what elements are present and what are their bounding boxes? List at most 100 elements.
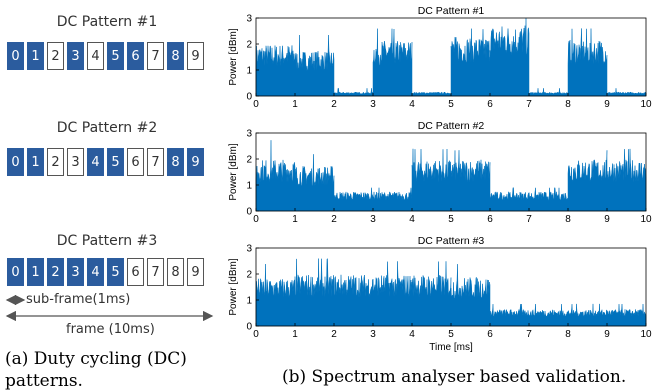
x-tick-label: 4 [409,214,415,225]
x-tick-label: 3 [370,214,376,225]
x-tick-label: 5 [448,99,454,110]
x-tick-label: 9 [604,329,610,340]
signal-segment-8 [567,150,608,212]
signal-segment-1 [294,34,335,97]
subframe-cell-3: 3 [67,42,84,70]
x-tick-label: 8 [565,99,571,110]
signal-segment-9 [606,148,647,212]
frame-label: frame (10ms) [66,322,155,337]
y-tick-label: 2 [246,40,252,51]
y-tick-label: 1 [246,181,252,192]
x-tick-label: 2 [331,329,337,340]
x-tick-label: 0 [253,214,259,225]
subframe-cell-4: 4 [87,42,104,70]
subframe-cell-8: 8 [167,148,184,176]
signal-segment-4 [411,261,452,327]
subframe-label: sub-frame(1ms) [26,292,131,307]
subframe-cell-9: 9 [187,42,204,70]
x-tick-label: 6 [487,329,493,340]
x-tick-label: 8 [565,329,571,340]
y-axis-label: Power [dBm] [228,258,239,315]
signal-trace [255,18,647,97]
x-tick-label: 0 [253,329,259,340]
signal-segment-5 [450,264,491,327]
x-tick-label: 10 [640,214,652,225]
y-tick-label: 0 [246,322,252,333]
subframe-cell-7: 7 [147,42,164,70]
y-tick-label: 3 [246,129,252,140]
signal-segment-0 [255,140,296,212]
signal-segment-6 [489,303,530,327]
signal-segment-9 [606,88,647,97]
subframe-cell-5: 5 [107,42,124,70]
x-tick-label: 1 [292,329,298,340]
caption-a: (a) Duty cycling (DC) patterns. [5,349,187,391]
subframe-cell-1: 1 [27,258,44,286]
signal-segment-7 [528,88,569,97]
plot-title: DC Pattern #3 [418,235,485,247]
subframe-cell-8: 8 [167,258,184,286]
signal-segment-9 [606,303,647,327]
subframe-cell-6: 6 [127,148,144,176]
x-tick-label: 0 [253,99,259,110]
x-tick-label: 3 [370,329,376,340]
signal-segment-8 [567,303,608,327]
x-tick-label: 4 [409,99,415,110]
x-tick-label: 7 [526,329,532,340]
x-tick-label: 2 [331,99,337,110]
plot-2: DC Pattern #2 0 1 2 3 4 5 6 7 8 9 10 0 1 2 3 Power [dBm] [228,120,652,225]
signal-segment-2 [333,87,374,97]
signal-segment-7 [528,187,569,212]
pattern-1-title: DC Pattern #1 [56,14,158,30]
y-tick-label: 2 [246,270,252,281]
y-tick-label: 1 [246,296,252,307]
signal-trace [255,140,647,212]
subframe-cell-6: 6 [127,42,144,70]
y-tick-label: 0 [246,207,252,218]
signal-segment-5 [450,28,491,97]
x-tick-label: 9 [604,99,610,110]
subframe-cell-9: 9 [187,258,204,286]
y-tick-label: 3 [246,244,252,255]
caption-b: (b) Spectrum analyser based validation. [282,367,627,387]
x-tick-label: 3 [370,99,376,110]
subframe-cell-4: 4 [87,148,104,176]
subframe-cell-1: 1 [27,42,44,70]
x-tick-label: 1 [292,99,298,110]
signal-segment-5 [450,150,491,212]
x-tick-label: 9 [604,214,610,225]
x-tick-label: 8 [565,214,571,225]
pattern-2-title: DC Pattern #2 [56,120,158,136]
plot-1: DC Pattern #1 0 1 2 3 4 5 6 7 8 9 10 0 1 2 3 Power [dBm] [228,5,652,110]
signal-segment-3 [372,187,413,212]
frame-annotation-arrows [5,294,214,322]
x-tick-label: 5 [448,214,454,225]
signal-segment-1 [294,154,335,212]
y-tick-label: 2 [246,155,252,166]
subframe-cell-0: 0 [7,148,24,176]
x-tick-label: 10 [640,329,652,340]
pattern-3-title: DC Pattern #3 [56,233,158,249]
subframe-cell-6: 6 [127,258,144,286]
x-tick-label: 4 [409,329,415,340]
x-axis-label: Time [ms] [429,342,473,353]
signal-segment-2 [333,187,374,212]
signal-segment-8 [567,28,608,97]
x-tick-label: 6 [487,214,493,225]
subframe-cell-8: 8 [167,42,184,70]
signal-segment-6 [489,18,530,97]
x-tick-label: 10 [640,99,652,110]
signal-segment-0 [255,263,296,327]
subframe-cell-4: 4 [87,258,104,286]
subframe-cell-7: 7 [147,148,164,176]
plot-3: DC Pattern #3 0 1 2 3 4 5 6 7 8 9 10 0 1 2 3 Power [dBm]… [228,235,652,353]
signal-segment-3 [372,28,413,97]
signal-trace [255,258,647,327]
y-tick-label: 3 [246,14,252,25]
y-tick-label: 1 [246,66,252,77]
x-tick-label: 2 [331,214,337,225]
x-tick-label: 1 [292,214,298,225]
plot-title: DC Pattern #2 [418,120,485,132]
